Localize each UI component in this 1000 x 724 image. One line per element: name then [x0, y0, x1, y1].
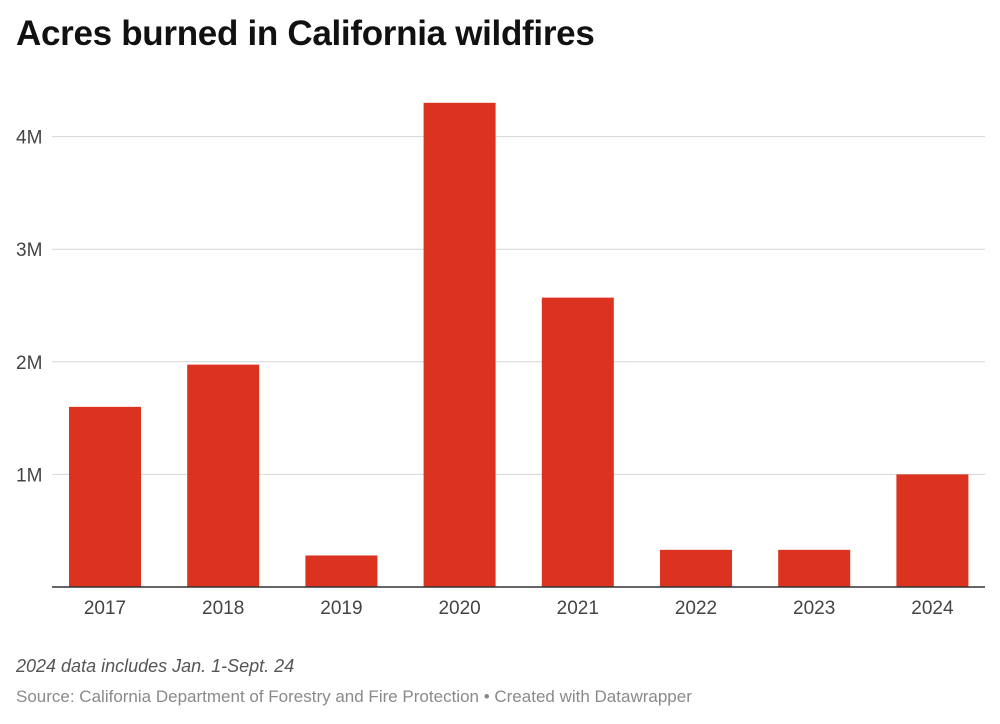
bar-2021 — [541, 297, 614, 587]
y-tick-label: 2M — [16, 353, 42, 374]
x-tick-label: 2021 — [557, 598, 599, 619]
bar-chart: 1M 2M 3M 4M 2017 2018 2019 2020 2021 2022 2023 202… — [16, 102, 985, 619]
x-tick-label: 2019 — [320, 598, 362, 619]
x-tick-labels: 2017 2018 2019 2020 2021 2022 2023 2024 — [84, 598, 954, 619]
x-tick-label: 2017 — [84, 598, 126, 619]
bar-2020 — [423, 102, 496, 587]
x-tick-label: 2022 — [675, 598, 717, 619]
bar-2024 — [896, 474, 969, 587]
bar-2022 — [660, 549, 732, 587]
x-tick-label: 2020 — [438, 598, 480, 619]
chart-title: Acres burned in California wildfires — [16, 14, 595, 53]
bar-2017 — [69, 406, 141, 587]
chart-source: Source: California Department of Forestr… — [16, 687, 692, 706]
bar-2023 — [778, 549, 851, 587]
y-tick-labels: 1M 2M 3M 4M — [16, 128, 42, 487]
bars — [69, 102, 969, 587]
bar-2019 — [305, 555, 378, 587]
y-tick-label: 3M — [16, 240, 42, 261]
x-tick-label: 2024 — [911, 598, 954, 619]
y-tick-label: 1M — [16, 465, 42, 486]
x-tick-label: 2018 — [202, 598, 244, 619]
chart-note: 2024 data includes Jan. 1-Sept. 24 — [16, 656, 295, 676]
bar-2018 — [187, 364, 260, 587]
x-tick-label: 2023 — [793, 598, 835, 619]
y-tick-label: 4M — [16, 128, 42, 149]
